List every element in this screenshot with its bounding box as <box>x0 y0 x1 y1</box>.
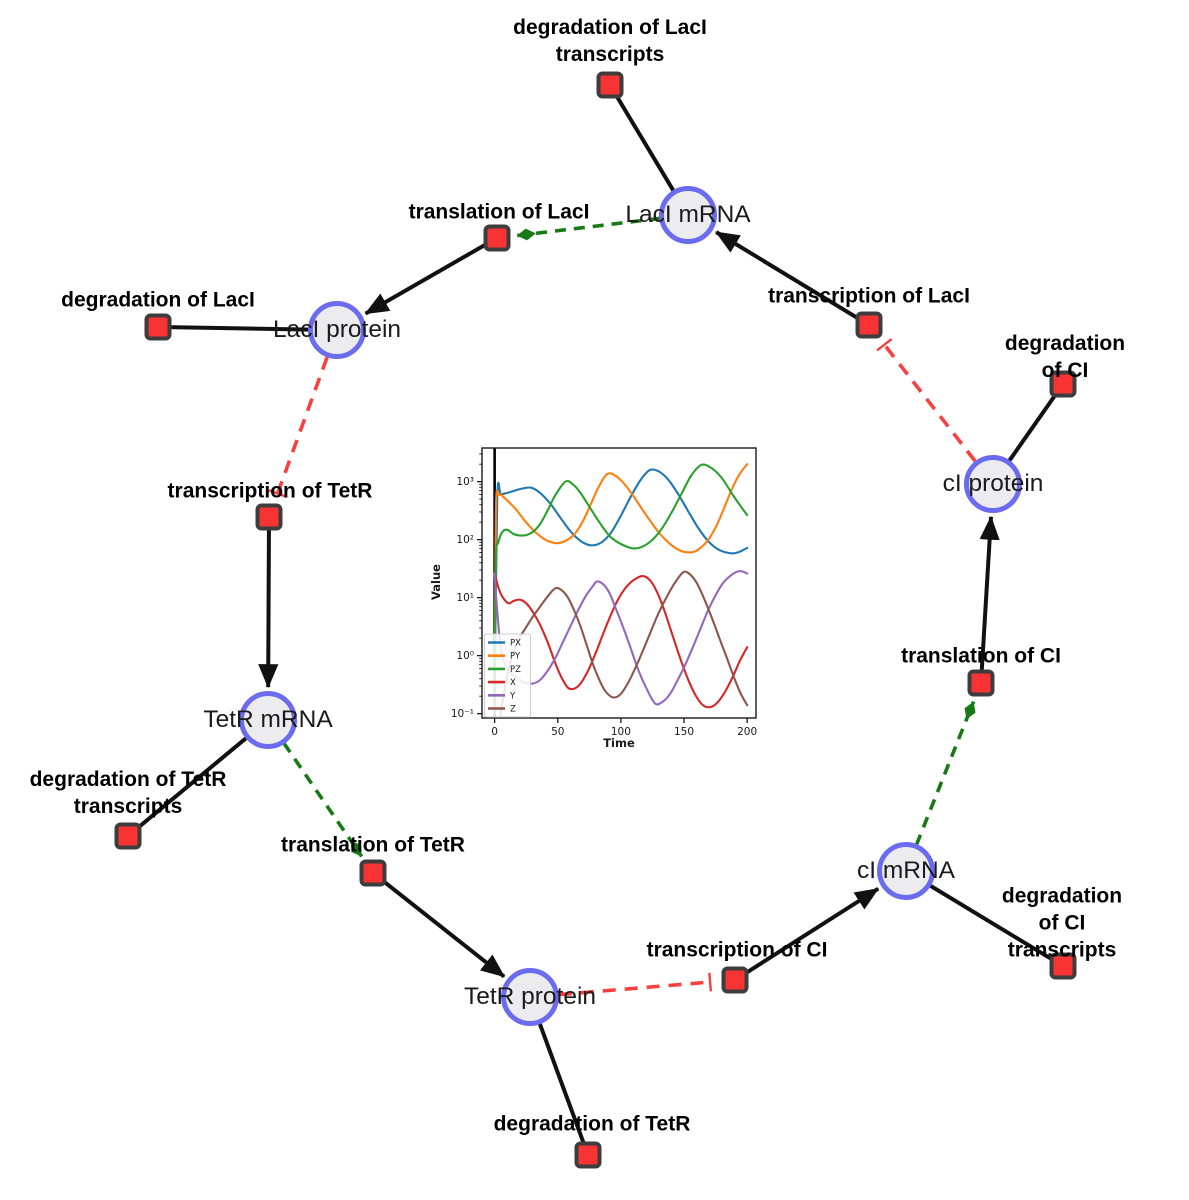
reaction-node-transc_lacI[interactable] <box>855 311 883 339</box>
edge-produce-transc_cI-cI_mRNA <box>735 887 880 981</box>
edge-produce-transl_lacI-lacI_protein <box>364 237 497 316</box>
legend-label-Z: Z <box>510 705 516 715</box>
species-label-lacI_mRNA: LacI mRNA <box>625 201 751 228</box>
reaction-label-deg_tetR_tr: degradation of TetR transcripts <box>29 768 227 818</box>
reaction-label-transc_lacI: transcription of LacI <box>768 284 970 308</box>
reaction-node-transl_tetR[interactable] <box>359 859 387 887</box>
species-node-lacI_protein[interactable] <box>308 301 366 359</box>
series-PY <box>493 463 749 715</box>
edge-modifier-lacI_mRNA-transl_lacI <box>516 216 661 241</box>
reaction-node-deg_cI_tr[interactable] <box>1049 952 1077 980</box>
x-axis-label: Time <box>603 736 635 750</box>
series-PZ <box>493 463 749 715</box>
svg-text:10¹: 10¹ <box>456 592 474 604</box>
reaction-label-transl_cI: translation of CI <box>901 644 1061 668</box>
svg-text:0: 0 <box>491 726 498 738</box>
reaction-label-deg_lacI_tr: degradation of LacI transcripts <box>513 16 707 66</box>
series-X <box>493 572 749 709</box>
reaction-label-deg_lacI: degradation of LacI <box>61 288 255 312</box>
species-label-tetR_protein: TetR protein <box>463 983 597 1010</box>
reaction-label-transl_lacI: translation of LacI <box>408 200 590 224</box>
species-label-lacI_protein: LacI protein <box>272 316 402 343</box>
svg-text:10³: 10³ <box>456 476 474 488</box>
reaction-label-deg_cI: degradation of CI <box>1004 332 1126 382</box>
species-node-lacI_mRNA[interactable] <box>659 186 717 244</box>
species-label-tetR_mRNA: TetR mRNA <box>203 706 333 733</box>
species-label-cI_mRNA: cI mRNA <box>857 857 955 884</box>
edge-consume-tetR_mRNA-deg_tetR_tr <box>128 735 250 837</box>
species-node-tetR_protein[interactable] <box>501 968 559 1026</box>
reaction-node-deg_lacI_tr[interactable] <box>596 71 624 99</box>
svg-text:150: 150 <box>674 726 694 738</box>
edge-inhibit-tetR_protein-transc_cI <box>558 972 713 997</box>
reaction-label-transl_tetR: translation of TetR <box>281 833 465 857</box>
edge-consume-cI_mRNA-deg_cI_tr <box>927 882 1063 967</box>
inset-chart: 0 50 100 150 200 10⁻¹ 10⁰ 10¹ 10² 10³ PX PY PZ X Y Z Ti… <box>424 430 784 775</box>
edge-produce-transc_tetR-tetR_mRNA <box>258 518 279 689</box>
series-Y <box>493 570 749 706</box>
timecourse-plot: 0 50 100 150 200 10⁻¹ 10⁰ 10¹ 10² 10³ PX PY PZ XYZ <box>451 447 757 738</box>
reaction-node-transc_cI[interactable] <box>721 966 749 994</box>
reaction-label-transc_cI: transcription of CI <box>646 938 828 962</box>
edge-inhibit-cI_protein-transc_lacI <box>876 338 977 463</box>
svg-text:200: 200 <box>737 726 757 738</box>
edge-produce-transl_tetR-tetR_protein <box>373 872 506 979</box>
reaction-node-deg_tetR_tr[interactable] <box>114 822 142 850</box>
edge-consume-cI_protein-deg_cI <box>1006 384 1064 464</box>
svg-text:10²: 10² <box>456 534 474 546</box>
y-axis-label: Value <box>429 564 443 600</box>
reaction-node-transl_lacI[interactable] <box>483 224 511 252</box>
reaction-node-deg_lacI[interactable] <box>144 313 172 341</box>
edge-consume-lacI_mRNA-deg_lacI_tr <box>609 85 677 194</box>
edge-produce-transl_cI-cI_protein <box>979 515 1000 682</box>
species-node-cI_mRNA[interactable] <box>877 842 935 900</box>
reaction-label-deg_tetR: degradation of TetR <box>493 1112 691 1136</box>
edge-modifier-cI_mRNA-transl_cI <box>914 700 976 846</box>
edge-consume-tetR_protein-deg_tetR <box>537 1020 590 1154</box>
legend-label-Y: Y <box>509 691 516 701</box>
reaction-node-deg_tetR[interactable] <box>574 1141 602 1169</box>
svg-text:10⁰: 10⁰ <box>456 650 474 662</box>
svg-text:10⁻¹: 10⁻¹ <box>451 708 474 720</box>
plot-spines <box>481 447 757 719</box>
chart-legend: PX PY PZ XYZ <box>484 633 531 718</box>
edge-inhibit-lacI_protein-transc_tetR <box>268 356 329 498</box>
reaction-node-transc_tetR[interactable] <box>255 503 283 531</box>
edge-consume-lacI_protein-deg_lacI <box>159 325 312 332</box>
legend-label-PX: PX <box>510 639 521 649</box>
reaction-node-deg_cI[interactable] <box>1049 370 1077 398</box>
edge-modifier-tetR_mRNA-transl_tetR <box>282 742 364 858</box>
species-label-cI_protein: cI protein <box>942 470 1044 497</box>
legend-label-PZ: PZ <box>510 665 521 675</box>
edge-produce-transc_lacI-lacI_mRNA <box>715 230 869 326</box>
species-node-cI_protein[interactable] <box>964 455 1022 513</box>
reaction-label-transc_tetR: transcription of TetR <box>167 479 373 503</box>
legend-label-X: X <box>510 678 516 688</box>
series-PX <box>493 468 749 715</box>
species-node-tetR_mRNA[interactable] <box>239 691 297 749</box>
reaction-label-deg_cI_tr: degradation of CI transcripts <box>1001 884 1123 962</box>
legend-label-PY: PY <box>510 652 521 662</box>
reaction-node-transl_cI[interactable] <box>967 669 995 697</box>
svg-text:50: 50 <box>551 726 564 738</box>
svg-text:100: 100 <box>611 726 631 738</box>
